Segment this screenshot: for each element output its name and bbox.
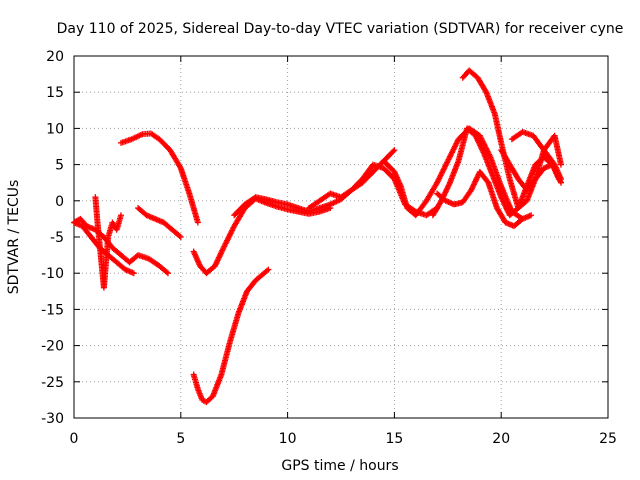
y-tick-label: -30 — [41, 411, 64, 427]
series-arc-h — [231, 147, 398, 219]
series-arc-m — [434, 168, 535, 230]
x-tick-label: 25 — [599, 431, 617, 447]
data-point — [482, 87, 489, 94]
data-point — [164, 270, 171, 277]
series-arc-e — [135, 205, 184, 240]
series-arc-g — [190, 266, 272, 406]
data-point — [176, 232, 183, 239]
data-point — [130, 270, 137, 277]
data-point — [265, 266, 272, 273]
y-tick-label: -15 — [41, 302, 64, 318]
data-point — [528, 212, 535, 219]
y-tick-label: 20 — [46, 49, 64, 65]
chart-title: Day 110 of 2025, Sidereal Day-to-day VTE… — [57, 21, 624, 37]
y-axis-label: SDTVAR / TECUs — [6, 180, 22, 295]
data-point — [177, 234, 184, 240]
y-tick-label: 10 — [46, 121, 64, 137]
y-tick-label: -25 — [41, 375, 64, 391]
grid — [74, 56, 608, 418]
x-tick-label: 0 — [70, 431, 79, 447]
data-point — [163, 269, 170, 276]
series-arc-c — [92, 194, 124, 291]
data-point — [558, 176, 565, 183]
data-series — [71, 67, 565, 406]
x-tick-label: 15 — [385, 431, 403, 447]
y-tick-label: 15 — [46, 85, 64, 101]
data-point — [390, 148, 397, 155]
y-tick-label: -20 — [41, 339, 64, 355]
series-arc-i — [305, 161, 441, 219]
y-tick-label: -5 — [50, 230, 64, 246]
x-tick-label: 10 — [279, 431, 297, 447]
data-point — [117, 212, 124, 219]
x-tick-label: 5 — [176, 431, 185, 447]
data-point — [391, 147, 398, 154]
axis-ticks: 0 5 10 15 20 25 -30 -25 -20 -15 -10 -5 0 5 10 15 20 — [41, 49, 617, 447]
series-arc-o — [508, 129, 565, 183]
y-tick-label: -10 — [41, 266, 64, 282]
data-point — [194, 219, 201, 226]
x-tick-label: 20 — [492, 431, 510, 447]
data-point — [558, 161, 565, 168]
y-tick-label: 5 — [55, 158, 64, 174]
x-axis-label: GPS time / hours — [281, 458, 398, 474]
y-tick-label: 0 — [55, 194, 64, 210]
series-arc-a — [71, 215, 171, 277]
series-arc-n — [498, 147, 562, 193]
series-arc-d — [117, 130, 201, 226]
